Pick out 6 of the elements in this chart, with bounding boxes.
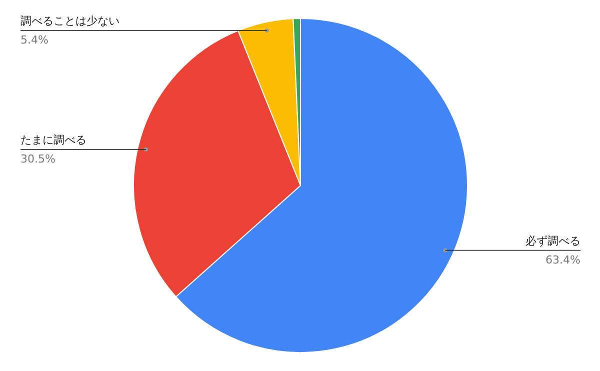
data-label: 30.5%	[20, 152, 56, 166]
slice-label: たまに調べる	[20, 133, 86, 146]
data-label: 5.4%	[20, 33, 48, 46]
slice-label: 必ず調べる	[526, 234, 580, 248]
data-label: 63.4%	[546, 253, 581, 266]
slice-label: 調べることは少ない	[20, 14, 120, 28]
